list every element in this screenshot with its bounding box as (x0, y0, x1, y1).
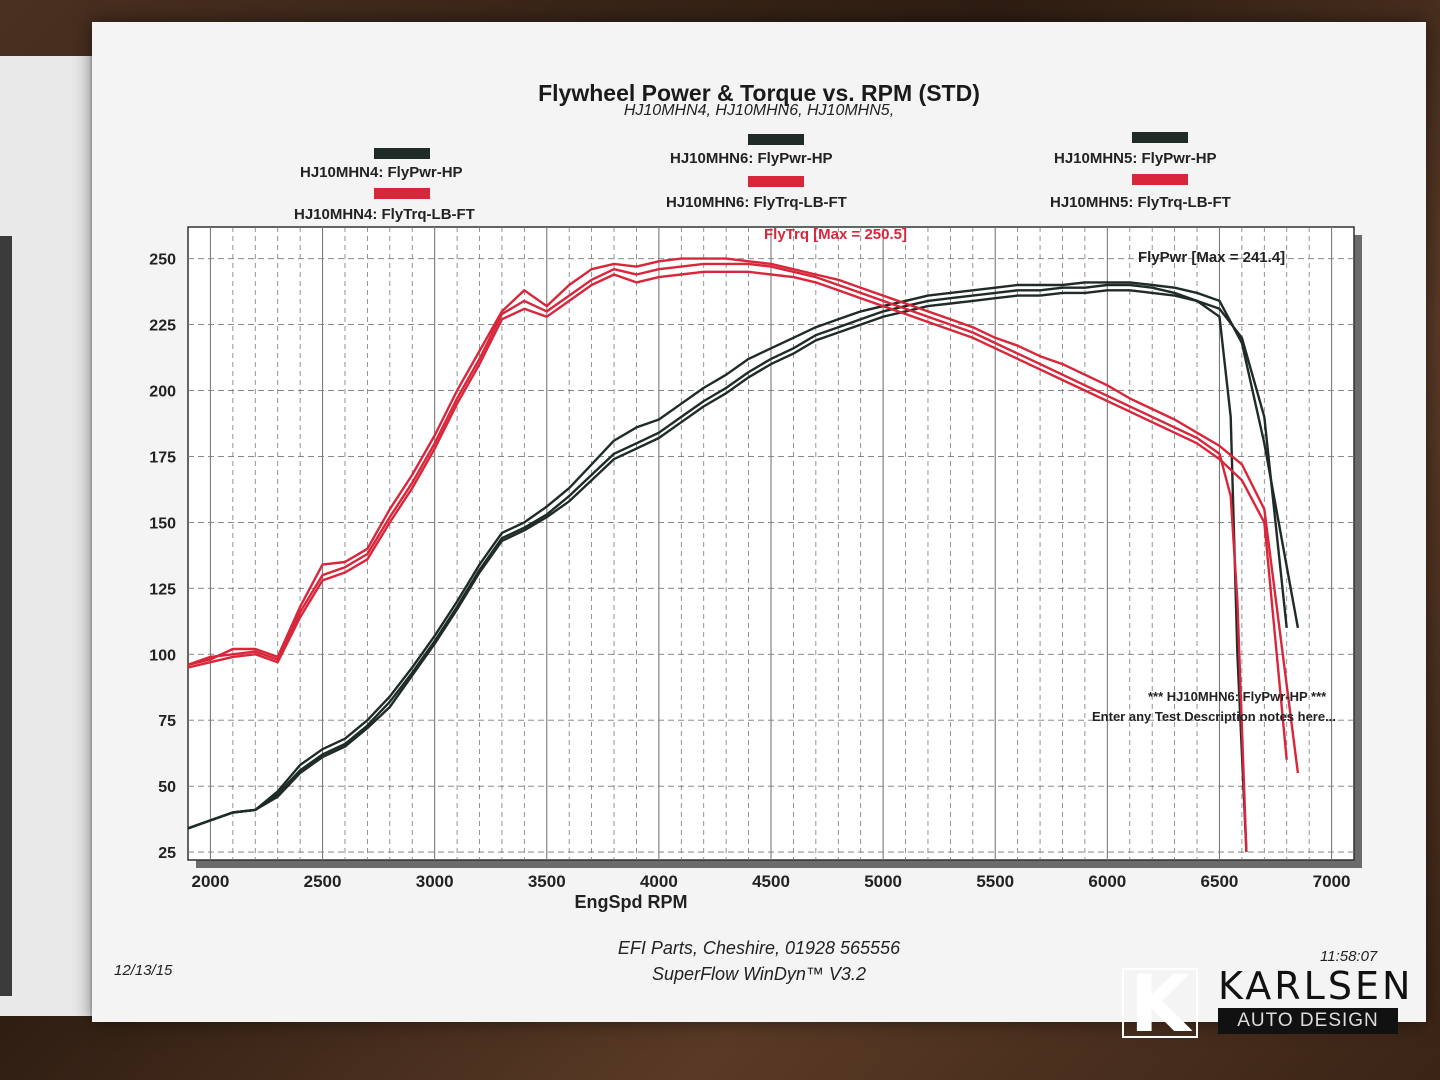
x-tick-label: 7000 (1313, 872, 1351, 891)
y-tick-label: 100 (149, 647, 176, 664)
legend-swatch-power-2 (748, 134, 804, 145)
x-tick-label: 5500 (976, 872, 1014, 891)
legend-label-power-3: HJ10MHN5: FlyPwr-HP (1054, 150, 1217, 167)
series-line-1 (187, 281, 1300, 830)
y-tick-label: 25 (158, 845, 176, 862)
adjacent-sheet-edge (0, 236, 12, 996)
x-tick-label: 5000 (864, 872, 902, 891)
report-date: 12/13/15 (114, 962, 173, 979)
series-line-2 (187, 283, 1248, 853)
series-line-3 (187, 289, 1288, 830)
x-tick-label: 2500 (304, 872, 342, 891)
y-tick-label: 175 (149, 449, 176, 466)
legend-label-torque-1: HJ10MHN4: FlyTrq-LB-FT (294, 206, 475, 223)
y-tick-label: 200 (149, 384, 176, 401)
x-tick-label: 6000 (1088, 872, 1126, 891)
y-tick-label: 225 (149, 318, 176, 335)
legend-label-power-1: HJ10MHN4: FlyPwr-HP (300, 164, 463, 181)
x-axis-label: EngSpd RPM (575, 892, 688, 912)
series-line-4 (187, 257, 1300, 774)
x-tick-label: 2000 (192, 872, 230, 891)
test-note-line-2: Enter any Test Description notes here... (1092, 709, 1336, 724)
y-tick-label: 75 (158, 713, 176, 730)
legend-swatch-torque-2 (748, 176, 804, 187)
logo-subtitle: AUTO DESIGN (1218, 1008, 1398, 1034)
x-tick-label: 4000 (640, 872, 678, 891)
chart-title: Flywheel Power & Torque vs. RPM (STD) (538, 80, 980, 106)
chart-subtitle: HJ10MHN4, HJ10MHN6, HJ10MHN5, (623, 102, 895, 119)
legend-swatch-torque-3 (1132, 174, 1188, 185)
legend-label-power-2: HJ10MHN6: FlyPwr-HP (670, 150, 833, 167)
legend-swatch-torque-1 (374, 188, 430, 199)
series-line-6 (187, 270, 1288, 760)
y-tick-label: 125 (149, 581, 176, 598)
logo-name: KARLSEN (1218, 964, 1414, 1008)
adjacent-sheet (0, 56, 92, 1016)
x-tick-label: 3500 (528, 872, 566, 891)
power-max-annotation: FlyPwr [Max = 241.4] (1138, 249, 1285, 266)
test-note-line-1: *** HJ10MHN6: FlyPwr-HP *** (1148, 689, 1327, 704)
x-tick-label: 3000 (416, 872, 454, 891)
report-time: 11:58:07 (1320, 948, 1378, 965)
logo-letter: K (1122, 966, 1198, 1044)
legend-swatch-power-3 (1132, 132, 1188, 143)
x-tick-label: 4500 (752, 872, 790, 891)
y-tick-label: 250 (149, 252, 176, 269)
legend-swatch-power-1 (374, 148, 430, 159)
legend-label-torque-2: HJ10MHN6: FlyTrq-LB-FT (666, 194, 847, 211)
legend-label-torque-3: HJ10MHN5: FlyTrq-LB-FT (1050, 194, 1231, 211)
x-tick-label: 6500 (1201, 872, 1239, 891)
y-tick-label: 50 (158, 779, 176, 796)
series-line-5 (187, 262, 1248, 853)
dyno-sheet: Flywheel Power & Torque vs. RPM (STD) HJ… (92, 22, 1426, 1022)
software-info: SuperFlow WinDyn™ V3.2 (652, 964, 866, 984)
y-tick-label: 150 (149, 515, 176, 532)
dyno-chart: 25 50 75 100 125 150 175 200 225 250 2000 2500 3000 3… (149, 226, 1362, 912)
karlsen-logo: K KARLSEN AUTO DESIGN (1112, 958, 1410, 1044)
torque-max-annotation: FlyTrq [Max = 250.5] (764, 226, 907, 243)
shop-info: EFI Parts, Cheshire, 01928 565556 (617, 938, 901, 958)
